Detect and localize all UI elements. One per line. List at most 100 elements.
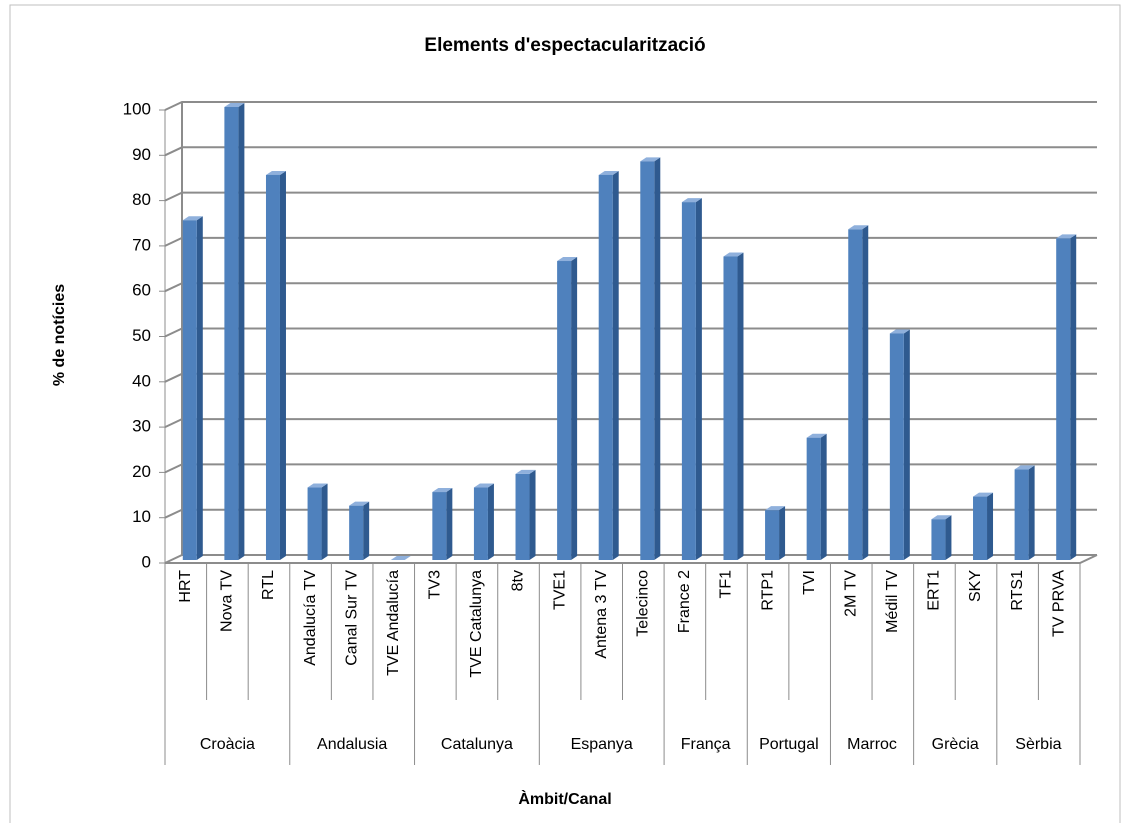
group-label: Catalunya — [441, 736, 513, 753]
bar-side — [737, 252, 744, 561]
group-label: Espanya — [571, 736, 633, 753]
bar — [432, 492, 447, 560]
bar-top — [1056, 234, 1077, 239]
bar-top — [515, 469, 536, 474]
y-tick-label: 70 — [132, 235, 151, 254]
x-tick-label: France 2 — [676, 570, 693, 633]
x-tick-label: Nova TV — [219, 570, 236, 632]
bar — [473, 487, 488, 560]
y-tick-label: 30 — [132, 417, 151, 436]
x-tick-label: TV PRVA — [1050, 570, 1067, 637]
bar-side — [695, 198, 702, 560]
bar-top — [557, 257, 578, 262]
x-tick-label: TVI — [801, 570, 818, 595]
bar-side — [820, 433, 827, 560]
y-tick-label: 10 — [132, 507, 151, 526]
x-tick-label: TVE Andalucía — [385, 570, 402, 676]
bar-side — [487, 483, 494, 560]
y-tick-label: 40 — [132, 371, 151, 390]
bar-top — [390, 556, 411, 560]
bar-top — [640, 157, 661, 162]
bar-top — [473, 483, 494, 488]
x-tick-label: Antena 3 TV — [593, 570, 610, 659]
group-label: Grècia — [932, 736, 979, 753]
x-tick-label: TF1 — [718, 570, 735, 599]
bar — [557, 261, 572, 560]
bar-side — [1070, 234, 1077, 560]
group-label: Croàcia — [200, 736, 255, 753]
bar-side — [446, 488, 453, 560]
x-tick-label: Médil TV — [884, 570, 901, 633]
bar-side — [987, 492, 994, 560]
bar — [1014, 469, 1029, 560]
y-tick-label: 100 — [123, 99, 151, 118]
x-tick-label: 2M TV — [842, 570, 859, 617]
x-tick-label: TVE1 — [551, 570, 568, 610]
bar — [349, 505, 364, 560]
x-tick-label: TVE Catalunya — [468, 570, 485, 678]
bar — [640, 161, 655, 561]
bar — [598, 174, 613, 560]
chart-title: Elements d'espectacularització — [424, 35, 705, 56]
bar-side — [321, 483, 328, 560]
bar-top — [723, 252, 744, 257]
group-label: Sèrbia — [1015, 736, 1061, 753]
y-tick-label: 20 — [132, 462, 151, 481]
x-tick-label: 8tv — [510, 570, 527, 591]
x-tick-label: TV3 — [427, 570, 444, 599]
x-tick-label: Telecinco — [635, 570, 652, 637]
bar-side — [196, 216, 203, 560]
bar-side — [612, 170, 619, 560]
bar — [681, 202, 696, 560]
bar-top — [432, 488, 453, 493]
bar-top — [848, 225, 869, 230]
x-tick-label: SKY — [967, 570, 984, 602]
bar-top — [931, 515, 952, 520]
bar-top — [265, 170, 286, 175]
bar-top — [889, 329, 910, 334]
y-tick-label: 50 — [132, 326, 151, 345]
x-tick-label: HRT — [177, 570, 194, 603]
bar — [1056, 238, 1071, 560]
group-label: Marroc — [847, 736, 897, 753]
y-tick-label: 60 — [132, 281, 151, 300]
bar-top — [973, 492, 994, 497]
bar — [182, 220, 197, 560]
bar-side — [238, 103, 245, 560]
bar-top — [224, 103, 245, 107]
x-tick-label: RTP1 — [759, 570, 776, 611]
bar-side — [862, 225, 869, 560]
y-tick-label: 80 — [132, 190, 151, 209]
x-tick-label: Canal Sur TV — [343, 570, 360, 666]
bar-top — [182, 216, 203, 221]
bar-side — [1028, 465, 1035, 560]
bar-side — [945, 515, 952, 560]
bar — [931, 519, 946, 560]
bar — [723, 256, 738, 560]
bar — [515, 473, 530, 560]
y-axis-title: % de notícies — [51, 284, 68, 386]
x-tick-label: ERT1 — [926, 570, 943, 611]
bar-side — [654, 157, 661, 561]
y-tick-label: 90 — [132, 145, 151, 164]
x-tick-label: RTL — [260, 570, 277, 600]
bar-top — [307, 483, 328, 488]
bar-top — [349, 501, 370, 506]
group-label: Andalusia — [317, 736, 387, 753]
bar-side — [529, 469, 536, 560]
bar — [224, 107, 239, 560]
bar — [307, 487, 322, 560]
bar — [265, 174, 280, 560]
bar-side — [279, 170, 286, 560]
bar-top — [765, 506, 786, 511]
bar-top — [681, 198, 702, 203]
y-tick-label: 0 — [142, 552, 151, 571]
group-label: França — [681, 736, 731, 753]
bar-side — [571, 257, 578, 560]
bar — [973, 496, 988, 560]
bar-top — [1014, 465, 1035, 470]
bar — [848, 229, 863, 560]
x-tick-label: Andalucía TV — [302, 570, 319, 666]
bar-side — [779, 506, 786, 560]
